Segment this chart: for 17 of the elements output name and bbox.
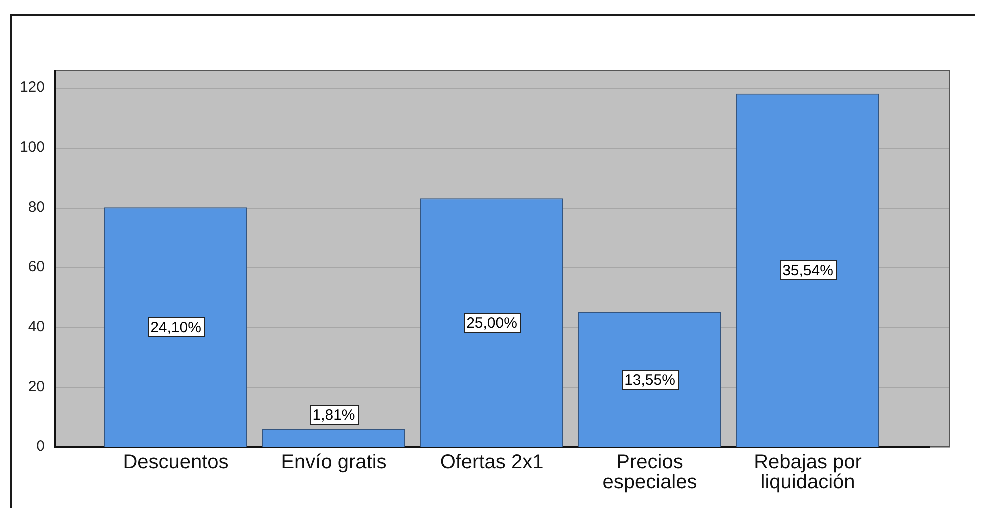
- x-tick-label: Descuentos: [123, 452, 229, 474]
- x-tick-label: Ofertas 2x1: [440, 452, 544, 474]
- annotation: 13,55%: [624, 372, 676, 389]
- annotation: 35,54%: [782, 262, 834, 280]
- annotation: 25,00%: [466, 314, 518, 332]
- y-tick-label: 100: [20, 138, 45, 156]
- annotation: 1,81%: [312, 407, 356, 424]
- x-tick-label: Precios especiales: [602, 452, 698, 494]
- annotation: 24,10%: [150, 319, 202, 336]
- y-tick-label: 20: [28, 378, 45, 396]
- y-tick-label: 80: [28, 198, 45, 216]
- y-tick-label: 0: [36, 438, 45, 456]
- y-tick-label: 40: [28, 318, 45, 336]
- y-tick-label: 120: [20, 79, 45, 96]
- x-tick-label: Rebajas por liquidación: [754, 452, 862, 494]
- y-tick-label: 60: [28, 258, 45, 276]
- x-tick-label: Envío gratis: [281, 452, 387, 474]
